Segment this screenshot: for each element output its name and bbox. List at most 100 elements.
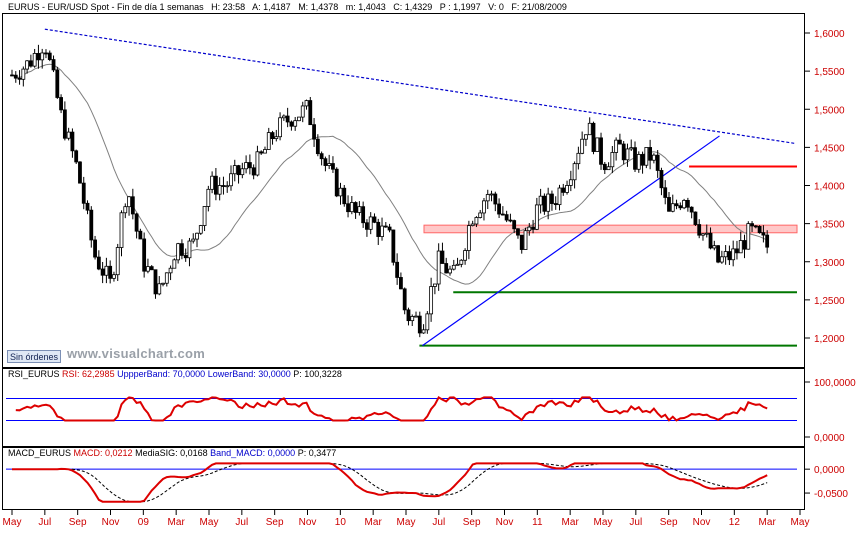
candle-body xyxy=(599,137,603,165)
candle-body xyxy=(512,220,517,230)
candle-body xyxy=(380,225,384,237)
candle-body xyxy=(474,217,479,225)
candle-body xyxy=(425,313,430,331)
time-tick-label: 10 xyxy=(335,517,347,528)
candle-body xyxy=(414,315,418,318)
candle-body xyxy=(602,163,607,171)
macd-panel[interactable] xyxy=(2,447,805,510)
time-tick-label: Jul xyxy=(38,517,51,528)
time-tick-label: Mar xyxy=(759,517,777,528)
rsi-name: RSI_EURUS xyxy=(8,369,60,379)
candle-body xyxy=(28,60,33,67)
candle-body xyxy=(716,245,720,263)
macd-band: Band_MACD: 0,0000 xyxy=(210,448,296,458)
candle-body xyxy=(448,268,452,274)
candle-body xyxy=(25,60,30,70)
rsi-plot xyxy=(6,396,797,422)
time-tick-label: Mar xyxy=(562,517,580,528)
time-tick-label: Mar xyxy=(365,517,383,528)
price-plot xyxy=(10,28,798,347)
candle-body xyxy=(285,115,290,123)
candle-body xyxy=(74,150,79,163)
candle-body xyxy=(761,232,766,236)
price-tick-label: 1,4500 xyxy=(814,143,845,154)
rsi-panel[interactable] xyxy=(2,368,805,447)
candle-body xyxy=(738,240,743,254)
candle-body xyxy=(115,247,120,276)
time-tick-label: Sep xyxy=(463,517,481,528)
candle-body xyxy=(44,52,48,55)
candle-body xyxy=(62,109,67,139)
rsi-tick-label: 0,0000 xyxy=(814,433,845,444)
candle-body xyxy=(444,263,449,274)
candle-body xyxy=(297,116,301,122)
candle-body xyxy=(195,232,199,240)
candle-body xyxy=(130,196,135,215)
candle-body xyxy=(550,193,554,204)
candle-body xyxy=(500,213,505,216)
candle-body xyxy=(584,134,588,140)
candle-body xyxy=(527,226,532,232)
candle-body xyxy=(47,52,52,60)
candle-body xyxy=(308,100,313,126)
macd-signal: MediaSIG: 0,0168 xyxy=(135,448,208,458)
candle-body xyxy=(557,187,562,206)
candle-body xyxy=(595,137,600,152)
candle-body xyxy=(440,250,445,264)
candle-body xyxy=(538,195,543,206)
candle-body xyxy=(289,121,294,127)
candle-body xyxy=(59,97,63,111)
candle-body xyxy=(674,203,679,207)
sin-ordenes-button[interactable]: Sin órdenes xyxy=(7,350,61,363)
candle-body xyxy=(670,203,675,212)
candle-body xyxy=(191,238,196,242)
candle-body xyxy=(402,288,407,311)
candle-body xyxy=(172,259,177,269)
candle-body xyxy=(17,77,22,80)
time-tick-label: 11 xyxy=(532,517,543,528)
downtrend-line xyxy=(44,28,797,145)
candle-body xyxy=(168,267,173,274)
candle-body xyxy=(636,154,641,170)
candle-body xyxy=(625,148,630,161)
candle-body xyxy=(100,268,105,276)
candle-body xyxy=(436,250,441,285)
candle-body xyxy=(247,162,252,169)
candle-body xyxy=(493,193,498,205)
candle-body xyxy=(274,136,279,140)
candle-body xyxy=(104,265,109,276)
candle-body xyxy=(531,226,535,230)
rsi-upper-band: UppperBand: 70,0000 xyxy=(117,369,206,379)
candle-body xyxy=(485,194,490,202)
candle-body xyxy=(85,202,90,211)
candle-body xyxy=(399,277,403,290)
candle-body xyxy=(651,154,656,161)
time-tick-label: Nov xyxy=(102,517,120,528)
candle-body xyxy=(270,132,275,140)
candle-body xyxy=(10,74,14,77)
candle-body xyxy=(202,206,207,226)
candle-body xyxy=(353,202,358,213)
time-tick-label: 09 xyxy=(138,517,150,528)
header-m-high: 1,4378 xyxy=(310,2,339,12)
candle-body xyxy=(240,168,245,176)
candle-body xyxy=(719,256,724,263)
candle-body xyxy=(338,187,343,197)
candle-body xyxy=(361,206,366,224)
candle-body xyxy=(678,205,683,209)
candle-body xyxy=(108,265,113,279)
candle-body xyxy=(357,206,362,213)
candle-body xyxy=(746,223,751,250)
time-tick-label: Sep xyxy=(69,517,87,528)
time-tick-label: May xyxy=(3,517,22,528)
candle-body xyxy=(96,256,101,270)
candle-body xyxy=(391,229,396,263)
macd-line xyxy=(12,462,768,503)
candle-body xyxy=(387,226,392,231)
candle-body xyxy=(693,211,698,225)
header-h: 23:58 xyxy=(222,2,246,12)
candle-body xyxy=(542,195,547,212)
candle-body xyxy=(13,74,18,79)
candle-body xyxy=(534,204,539,230)
